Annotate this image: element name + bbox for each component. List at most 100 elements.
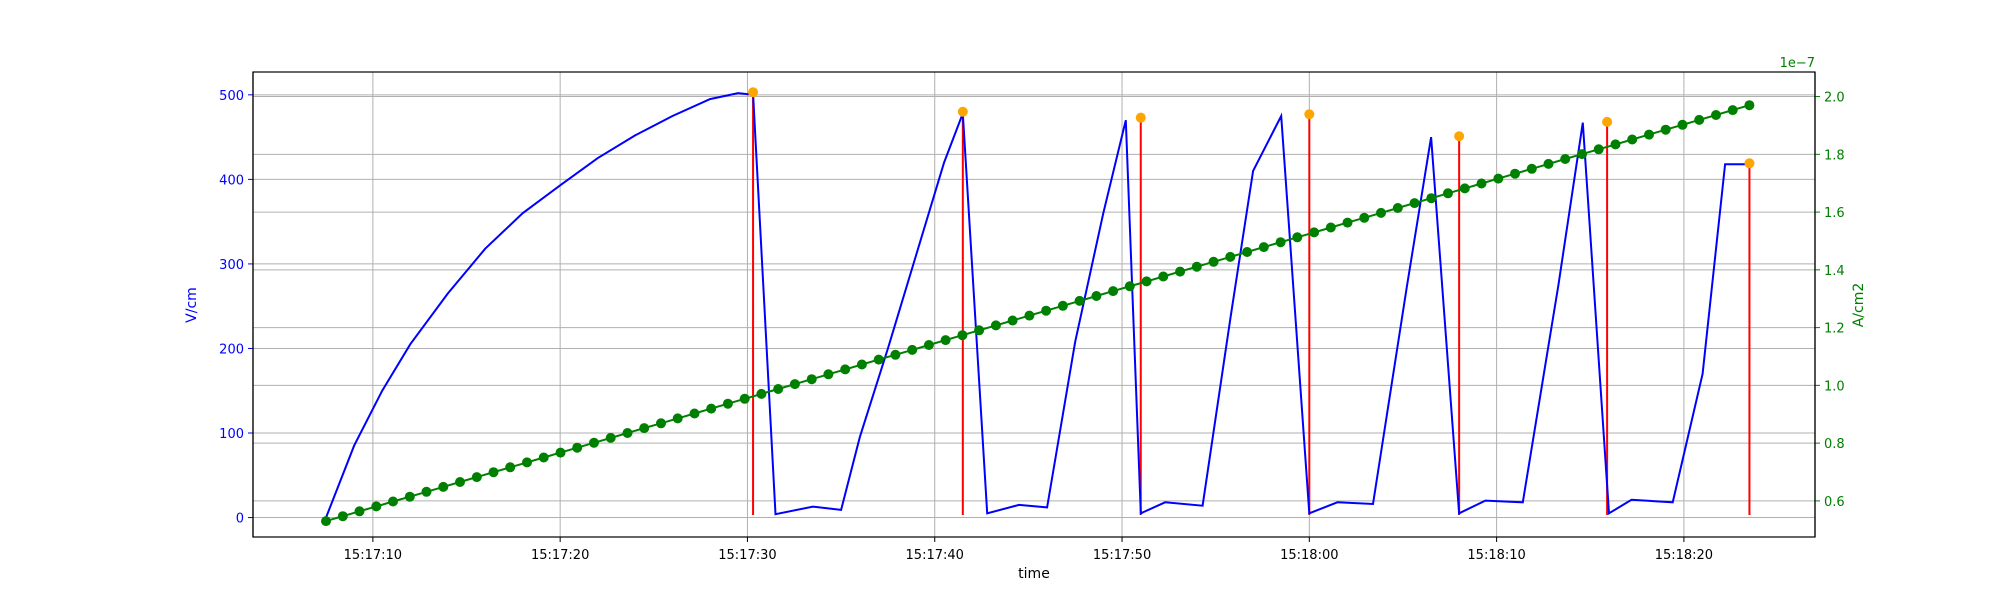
current-series-point (1493, 173, 1504, 184)
peak-point (1602, 116, 1613, 127)
current-series-point (639, 423, 650, 434)
current-series-point (622, 428, 633, 438)
right-axis-offset-label: 1e−7 (1780, 56, 1815, 71)
current-series-point (354, 506, 365, 517)
current-series-point (1376, 207, 1386, 218)
current-series-point (974, 325, 985, 336)
current-series-point (722, 398, 733, 409)
current-series-point (1677, 119, 1688, 130)
x-tick-label: 15:18:00 (1280, 548, 1338, 563)
current-series-point (957, 330, 968, 341)
current-series-point (505, 462, 516, 473)
y-right-tick-label: 0.6 (1824, 495, 1845, 510)
current-series-point (589, 437, 599, 448)
x-tick-label: 15:17:30 (718, 548, 776, 563)
current-series-point (404, 491, 415, 502)
current-series-point (1577, 149, 1587, 160)
axes: 15:17:10 15:17:20 15:17:30 15:17:40 15:17:50… (219, 72, 1845, 563)
current-series-point (1342, 217, 1353, 228)
current-series-point (907, 344, 918, 355)
current-series-point (1409, 198, 1420, 209)
x-tick-label: 15:17:40 (906, 548, 964, 563)
current-series-point (1476, 178, 1487, 189)
current-series-point (1141, 276, 1152, 287)
current-series-point (337, 511, 348, 522)
current-series-point (739, 393, 750, 404)
current-series-point (873, 354, 884, 365)
y-right-tick-label: 0.8 (1824, 437, 1845, 452)
current-series-point (1242, 247, 1253, 257)
current-series-point (438, 481, 449, 492)
current-series-point (1309, 227, 1320, 238)
current-series-point (1727, 105, 1738, 116)
current-series-point (572, 442, 583, 453)
current-series-point (806, 374, 817, 385)
current-series-point (1007, 315, 1018, 326)
peak-point (748, 87, 759, 98)
current-series-point (1426, 193, 1437, 204)
current-series-point (1108, 286, 1119, 297)
y-left-tick-label: 500 (219, 89, 244, 104)
current-series-point (522, 457, 532, 468)
current-series-point (1091, 291, 1102, 301)
current-series-point (1443, 188, 1453, 199)
current-series-point (1275, 237, 1286, 248)
peak-point (1744, 158, 1755, 169)
current-series-point (940, 335, 951, 346)
current-series-point (856, 359, 867, 370)
y-left-tick-label: 100 (219, 427, 244, 442)
current-series-point (1392, 203, 1403, 213)
current-series-point (656, 418, 666, 429)
current-series-point (388, 496, 398, 507)
x-tick-label: 15:17:50 (1093, 548, 1151, 563)
y-right-tick-label: 1.6 (1824, 206, 1845, 221)
current-series-point (1292, 232, 1303, 243)
current-series-point (1041, 305, 1052, 316)
y-right-tick-label: 1.0 (1824, 379, 1845, 394)
current-series-point (1711, 110, 1721, 120)
current-series-point (605, 432, 616, 443)
current-series-point (1158, 271, 1169, 282)
current-series-point (1225, 251, 1236, 262)
y-axis-label-left: V/cm (184, 287, 200, 323)
current-series-point (1660, 124, 1671, 135)
current-series-point (706, 403, 717, 414)
current-series-point (1191, 261, 1202, 272)
current-series-point (1074, 295, 1085, 306)
current-series-point (890, 349, 901, 360)
peak-point (1454, 131, 1465, 142)
current-series-point (471, 472, 482, 483)
current-series-point (1526, 163, 1537, 174)
current-series-point (1175, 266, 1186, 277)
current-series-point (1694, 114, 1705, 125)
current-series-point (1024, 310, 1035, 321)
current-series-point (455, 477, 465, 487)
plot-area (321, 87, 1755, 527)
current-series-point (1459, 183, 1470, 194)
y-right-tick-label: 1.4 (1824, 264, 1845, 279)
y-right-tick-label: 1.2 (1824, 322, 1845, 337)
current-series-point (1124, 281, 1135, 292)
current-series-point (823, 369, 834, 380)
x-tick-label: 15:17:10 (344, 548, 402, 563)
current-series-point (1258, 242, 1269, 253)
current-series-point (1644, 129, 1654, 140)
y-left-tick-label: 200 (219, 342, 244, 357)
y-right-tick-label: 1.8 (1824, 148, 1845, 163)
x-tick-label: 15:17:20 (531, 548, 589, 563)
current-series-point (1543, 158, 1554, 169)
current-series-point (321, 516, 331, 527)
peak-point (1135, 112, 1146, 123)
y-left-tick-label: 0 (236, 512, 244, 527)
peak-point (1304, 109, 1315, 120)
y-left-tick-label: 400 (219, 173, 244, 188)
current-series-point (1325, 222, 1336, 233)
x-tick-label: 15:18:20 (1655, 548, 1713, 563)
current-series-point (672, 413, 683, 424)
current-series-point (1593, 144, 1604, 155)
y-left-tick-label: 300 (219, 258, 244, 273)
current-series-point (756, 388, 767, 399)
current-series-point (840, 364, 851, 375)
